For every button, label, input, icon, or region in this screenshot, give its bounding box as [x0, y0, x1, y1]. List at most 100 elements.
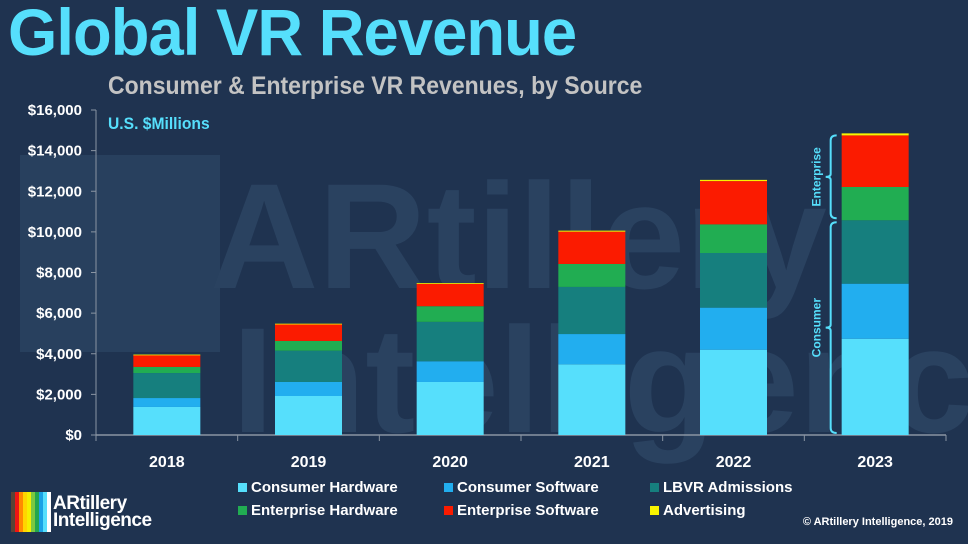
bar-segment-consumer-software [133, 398, 201, 407]
bar-segment-advertising [416, 283, 484, 284]
x-tick-label: 2023 [857, 454, 893, 471]
bar-segment-advertising [133, 354, 201, 356]
bar-segment-enterprise-hardware [416, 306, 484, 322]
watermark-block [20, 155, 220, 352]
legend-swatch [650, 483, 659, 492]
logo-text: ARtillery Intelligence [53, 493, 152, 531]
bar-segment-consumer-software [275, 381, 342, 396]
bar-segment-lbvr-admissions [416, 321, 484, 362]
legend-label: Advertising [663, 502, 746, 519]
y-tick-label: $4,000 [36, 346, 82, 363]
bar-segment-lbvr-admissions [133, 373, 201, 399]
logo-stripe [43, 492, 47, 532]
y-axis-labels: $0 $2,000 $4,000 $6,000 $8,000 $10,000 $12,000… [28, 102, 82, 444]
logo-stripe [27, 492, 31, 532]
x-tick-label: 2019 [291, 454, 327, 471]
logo-stripe [11, 492, 15, 532]
bar-segment-advertising [275, 323, 342, 325]
legend-label: Consumer Hardware [251, 479, 398, 496]
legend-swatch [444, 506, 453, 515]
page-title: Global VR Revenue [8, 0, 577, 69]
chart-subtitle: Consumer & Enterprise VR Revenues, by So… [108, 72, 643, 100]
legend-item: Advertising [650, 502, 746, 519]
bar-segment-consumer-hardware [275, 396, 342, 435]
bar-segment-enterprise-hardware [558, 263, 626, 287]
logo-stripe [47, 492, 51, 532]
legend-item: Enterprise Hardware [238, 502, 398, 519]
bar-stack-2018 [133, 354, 201, 435]
bar-segment-enterprise-software [841, 135, 909, 187]
bar-segment-consumer-software [416, 361, 484, 382]
logo-stripe [31, 492, 35, 532]
enterprise-bracket-label: Enterprise [810, 147, 824, 207]
x-tick-label: 2022 [716, 454, 752, 471]
bar-segment-advertising [558, 230, 626, 232]
axes [91, 109, 947, 441]
bar-segment-consumer-software [558, 334, 626, 365]
legend-swatch [444, 483, 453, 492]
logo-stripe [35, 492, 39, 532]
x-tick-label: 2021 [574, 454, 610, 471]
bar-segment-lbvr-admissions [841, 220, 909, 284]
bar-segment-enterprise-hardware [841, 186, 909, 221]
bar-segment-lbvr-admissions [558, 286, 626, 335]
bar-segment-lbvr-admissions [275, 350, 342, 382]
bar-stack-2021 [558, 230, 626, 435]
logo-line1: ARtillery [53, 493, 127, 514]
bar-segment-enterprise-software [416, 283, 484, 307]
bar-segment-advertising [841, 133, 909, 136]
y-tick-label: $2,000 [36, 386, 82, 403]
legend-swatch [650, 506, 659, 515]
logo-stripe [39, 492, 43, 532]
bar-segment-consumer-hardware [416, 381, 484, 435]
logo-stripe [15, 492, 19, 532]
logo: ARtillery Intelligence [11, 492, 152, 532]
y-tick-label: $14,000 [28, 143, 82, 160]
bars [133, 133, 909, 435]
bar-segment-enterprise-software [558, 231, 626, 264]
enterprise-bracket [825, 134, 837, 220]
copyright: © ARtillery Intelligence, 2019 [802, 516, 953, 528]
x-tick-label: 2018 [149, 454, 185, 471]
y-tick-label: $8,000 [36, 265, 82, 282]
bar-segment-consumer-software [841, 283, 909, 339]
x-axis-labels: 2018 2019 2020 2021 2022 2023 [149, 454, 893, 471]
legend-label: Enterprise Software [457, 502, 599, 519]
bar-segment-enterprise-software [700, 181, 767, 225]
legend-item: LBVR Admissions [650, 479, 792, 496]
x-tick-label: 2020 [432, 454, 468, 471]
y-tick-label: $12,000 [28, 183, 82, 200]
y-tick-label: $10,000 [28, 224, 82, 241]
consumer-bracket-label: Consumer [810, 298, 824, 358]
bar-segment-enterprise-software [133, 354, 201, 367]
legend-label: LBVR Admissions [663, 479, 793, 496]
units-label: U.S. $Millions [108, 114, 210, 133]
legend-label: Enterprise Hardware [251, 502, 398, 519]
legend-item: Consumer Hardware [238, 479, 398, 496]
bar-segment-lbvr-admissions [700, 253, 767, 308]
segment-brackets: Enterprise Consumer [810, 134, 837, 434]
legend-item: Enterprise Software [444, 502, 599, 519]
bar-segment-consumer-hardware [558, 364, 626, 435]
bar-segment-consumer-software [700, 307, 767, 350]
y-tick-label: $6,000 [36, 305, 82, 322]
bar-segment-consumer-hardware [841, 338, 909, 435]
logo-stripe [23, 492, 27, 532]
bar-segment-advertising [700, 179, 767, 182]
bar-stack-2020 [416, 283, 484, 435]
logo-stripe [19, 492, 23, 532]
bar-stack-2023 [841, 133, 909, 435]
legend-label: Consumer Software [457, 479, 599, 496]
legend-swatch [238, 506, 247, 515]
consumer-bracket [825, 221, 837, 434]
bar-segment-enterprise-hardware [133, 366, 201, 374]
y-tick-label: $0 [65, 427, 82, 444]
bar-stack-2022 [700, 179, 767, 435]
legend-item: Consumer Software [444, 479, 599, 496]
logo-line2: Intelligence [53, 510, 152, 531]
bar-stack-2019 [275, 323, 342, 435]
bar-segment-enterprise-hardware [700, 224, 767, 253]
bar-segment-consumer-hardware [133, 406, 201, 435]
bar-segment-consumer-hardware [700, 349, 767, 435]
legend-swatch [238, 483, 247, 492]
